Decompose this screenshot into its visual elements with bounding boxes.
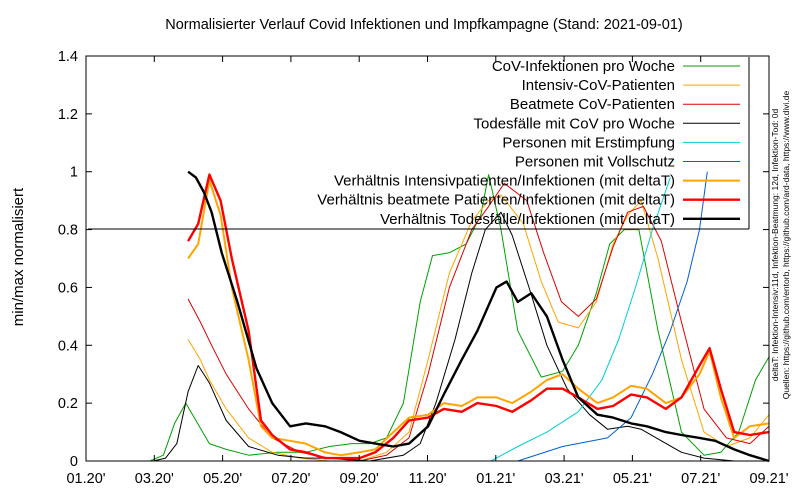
source-note: deltaT: Infektion-Intensiv:11d, Infektio… <box>770 90 791 399</box>
y-tick-label: 0.2 <box>58 396 78 412</box>
y-tick-label: 1 <box>70 165 78 181</box>
legend-label-9: Verhältnis Todesfälle/Infektionen (mit d… <box>380 211 675 228</box>
legend-label-4: Todesfälle mit CoV pro Woche <box>474 115 675 132</box>
x-tick-label: 01.20' <box>66 471 105 487</box>
legend-label-1: CoV-Infektionen pro Woche <box>492 58 675 75</box>
y-tick-label: 0.8 <box>58 223 78 239</box>
legend-label-3: Beatmete CoV-Patienten <box>510 96 675 113</box>
series-line-5 <box>490 177 671 462</box>
legend-label-5: Personen mit Erstimpfung <box>502 134 675 151</box>
y-tick-label: 1.2 <box>58 107 78 123</box>
side-note-line-2: Quellen: https://github.com/entorb, http… <box>781 90 791 399</box>
series-line-8 <box>187 173 770 460</box>
y-tick-label: 0.4 <box>58 338 78 354</box>
legend-label-8: Verhältnis beatmete Patienten/Infektione… <box>317 192 675 209</box>
chart-title: Normalisierter Verlauf Covid Infektionen… <box>165 17 682 33</box>
x-tick-label: 01.21' <box>476 471 515 487</box>
series-line-6 <box>517 171 708 462</box>
side-note-line-1: deltaT: Infektion-Intensiv:11d, Infektio… <box>770 108 780 381</box>
axes: 0 0.2 0.4 0.6 0.8 1 1.2 1.4 01.20' 03.20' 05.20' 07… <box>58 49 789 487</box>
x-tick-label: 03.21' <box>545 471 584 487</box>
legend-label-2: Intensiv-CoV-Patienten <box>522 77 675 94</box>
x-tick-label: 05.20' <box>203 471 242 487</box>
series-line-9 <box>187 170 770 463</box>
x-tick-label: 05.21' <box>613 471 652 487</box>
x-tick-label: 07.20' <box>271 471 310 487</box>
legend-label-7: Verhältnis Intensivpatienten/Infektionen… <box>334 173 675 190</box>
legend: CoV-Infektionen pro Woche Intensiv-CoV-Pa… <box>88 57 750 230</box>
y-tick-label: 1.4 <box>58 49 78 65</box>
series-line-4 <box>153 211 769 462</box>
x-tick-label: 09.20' <box>340 471 379 487</box>
x-tick-label: 03.20' <box>135 471 174 487</box>
x-tick-label: 09.21' <box>749 471 788 487</box>
y-tick-label: 0 <box>70 454 78 470</box>
y-tick-label: 0.6 <box>58 280 78 296</box>
x-tick-label: 07.21' <box>681 471 720 487</box>
plot-lines <box>149 170 770 463</box>
legend-label-6: Personen mit Vollschutz <box>515 154 675 171</box>
x-tick-label: 11.20' <box>409 471 447 487</box>
y-axis-title: min/max normalisiert <box>10 187 27 326</box>
